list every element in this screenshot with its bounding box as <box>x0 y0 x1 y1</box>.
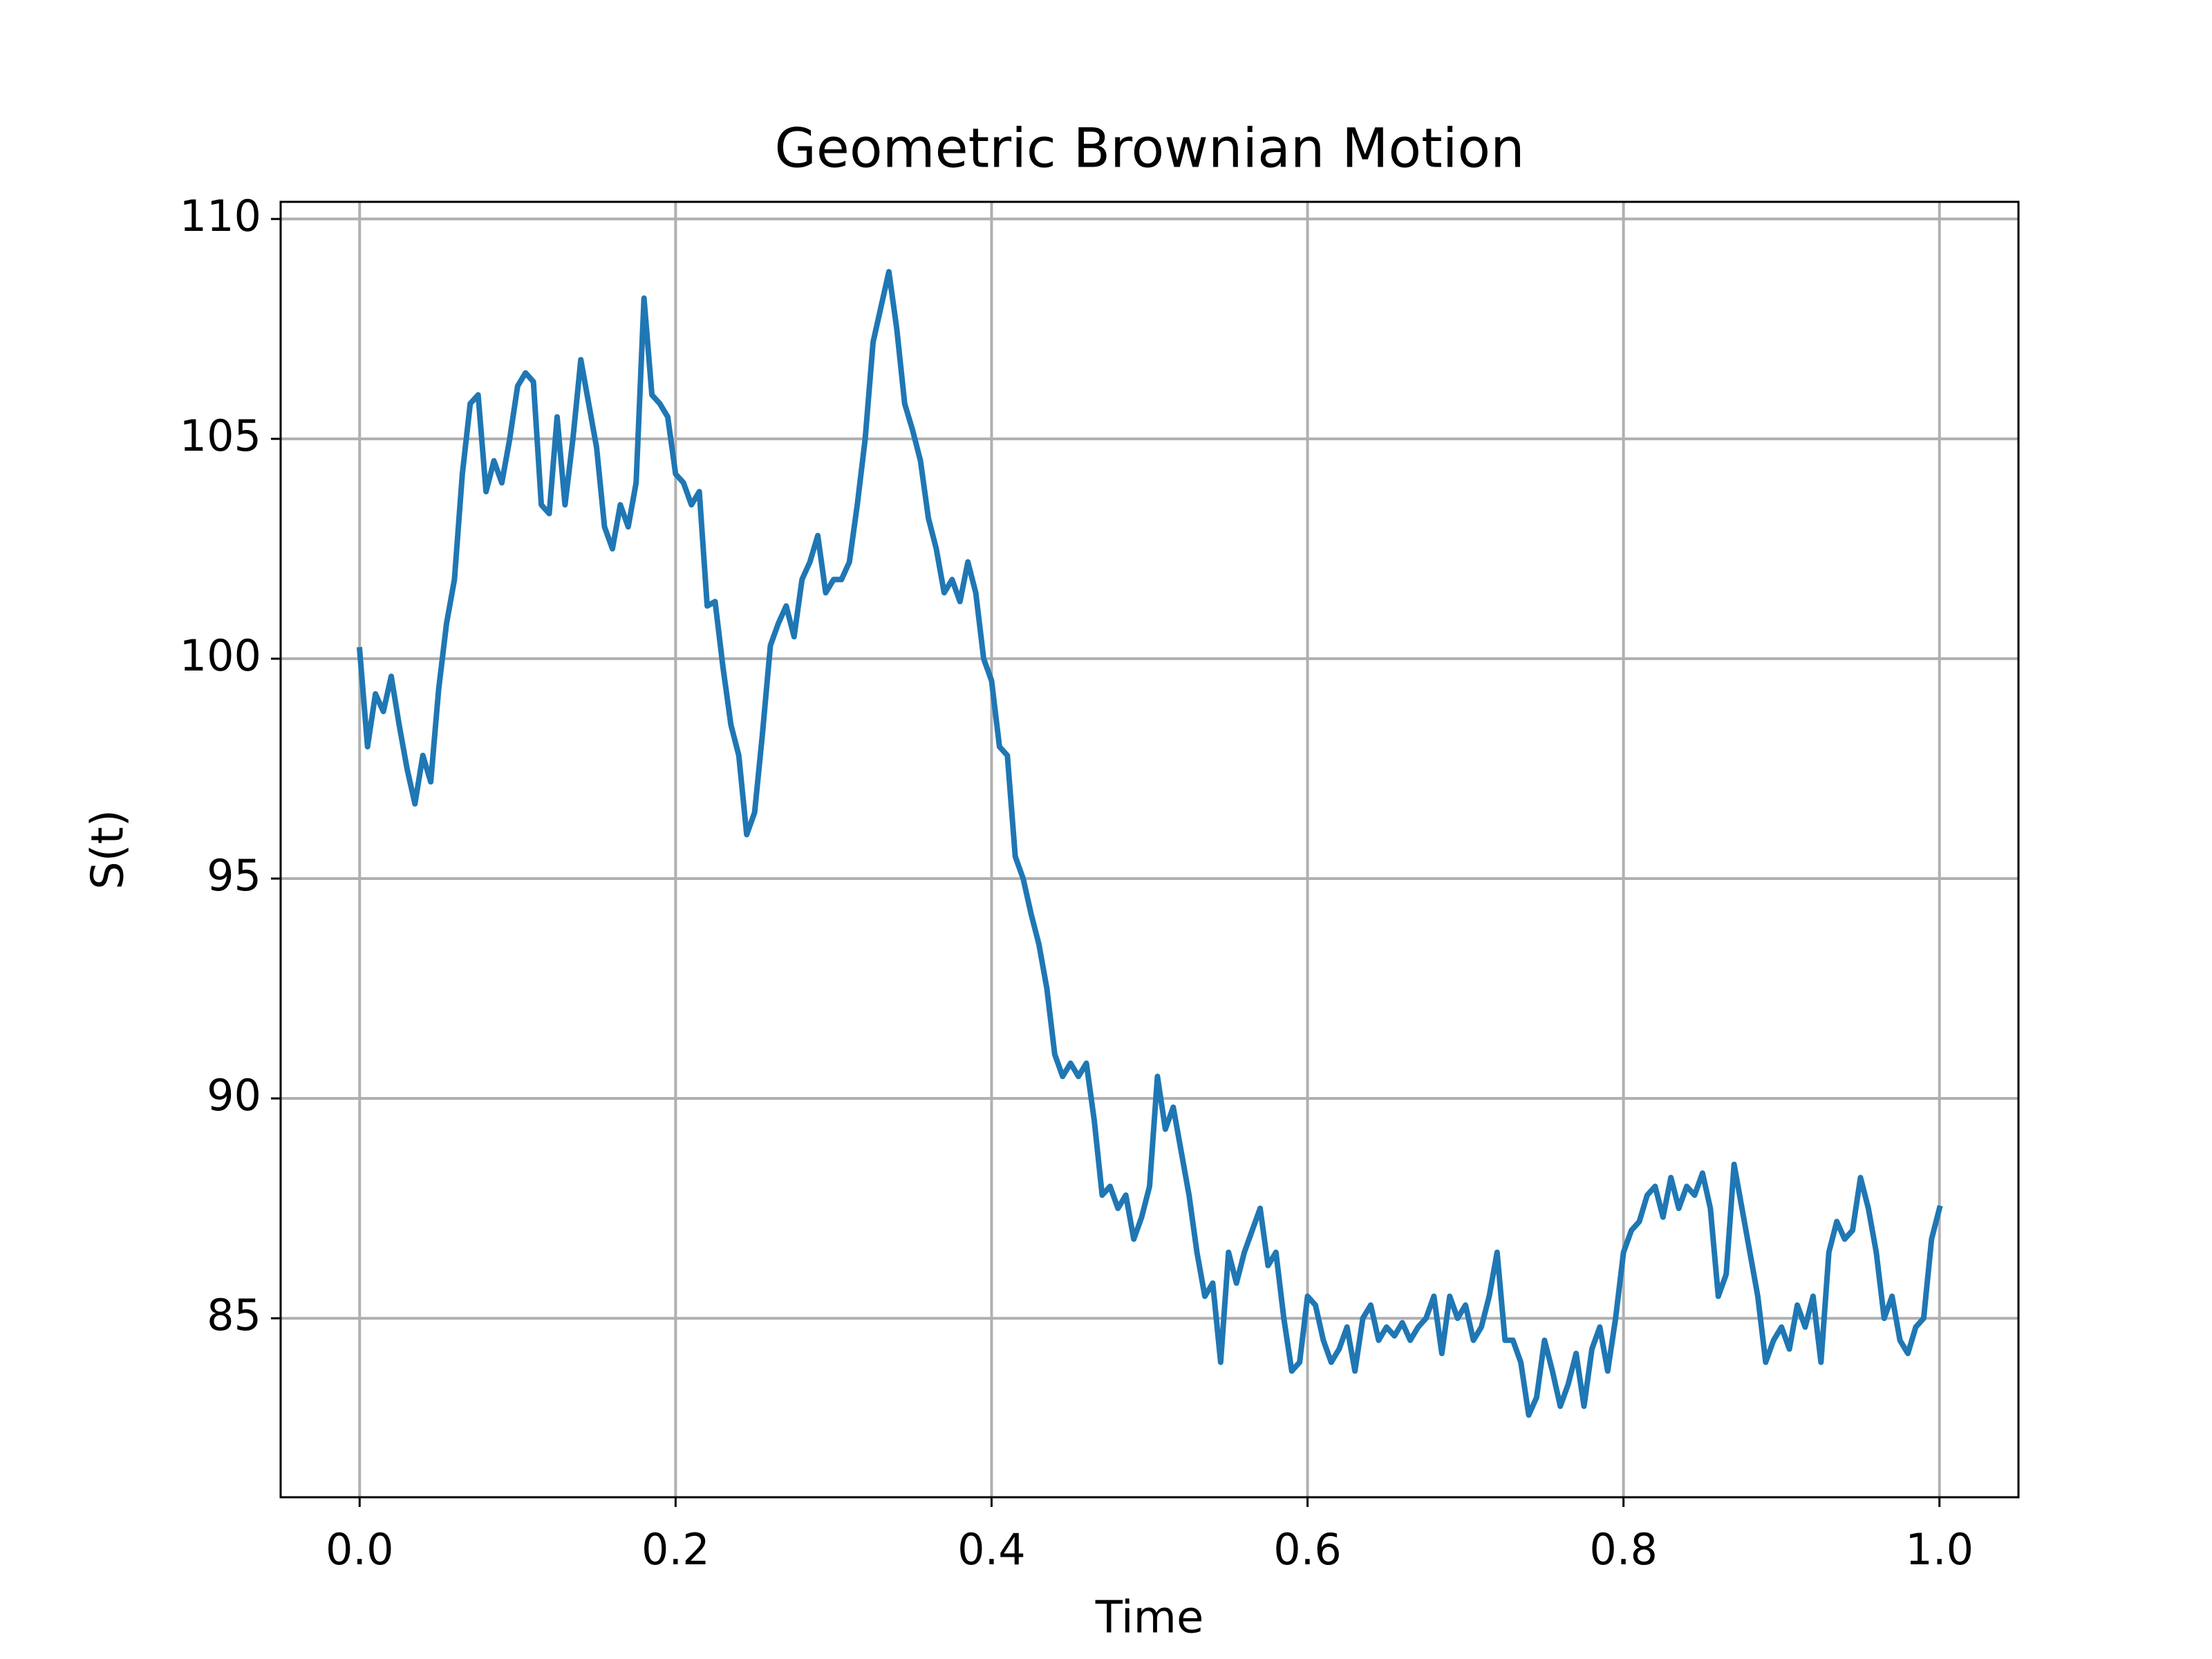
x-tick-label: 0.2 <box>641 1524 710 1575</box>
y-tick-label: 105 <box>180 411 261 461</box>
x-axis-label: Time <box>1095 1593 1204 1644</box>
x-tick-label: 0.4 <box>957 1524 1026 1575</box>
y-tick-label: 90 <box>207 1070 261 1121</box>
chart-title: Geometric Brownian Motion <box>774 118 1524 180</box>
data-line <box>356 269 1943 1418</box>
x-tick-label: 0.0 <box>326 1524 394 1575</box>
y-tick-label: 85 <box>207 1290 261 1340</box>
y-tick-label: 110 <box>180 191 261 241</box>
plot-frame <box>279 200 2020 1499</box>
y-tick-label: 95 <box>207 850 261 901</box>
x-tick-label: 1.0 <box>1905 1524 1974 1575</box>
x-tick-label: 0.6 <box>1273 1524 1342 1575</box>
y-axis-label: S(t) <box>83 809 134 890</box>
x-tick-label: 0.8 <box>1589 1524 1658 1575</box>
y-tick-label: 100 <box>180 630 261 681</box>
